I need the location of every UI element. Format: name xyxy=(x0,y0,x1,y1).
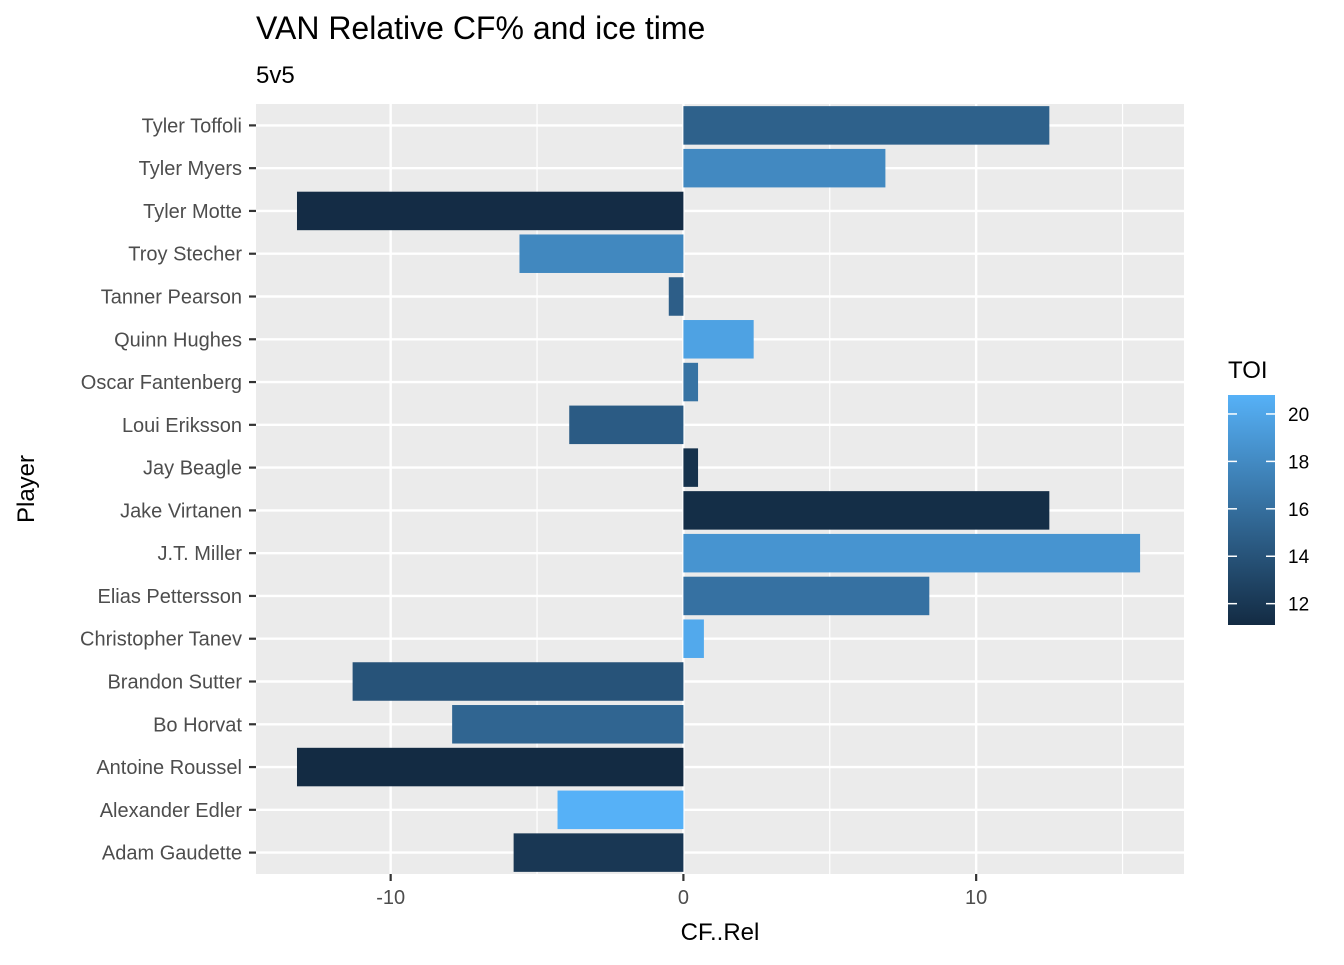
y-tick-label: Troy Stecher xyxy=(128,244,242,266)
legend-tick-label: 14 xyxy=(1288,547,1310,568)
y-tick-label: Oscar Fantenberg xyxy=(81,372,242,394)
y-axis: Tyler Toffoli Tyler Myers Tyler Motte Troy … xyxy=(80,115,256,865)
y-tick-label: Tyler Myers xyxy=(139,158,242,180)
bar-layer xyxy=(296,106,1141,872)
legend-ticks: 12 14 16 18 20 xyxy=(1228,405,1310,616)
bar-tyler-motte xyxy=(296,191,684,231)
bar-adam-gaudette xyxy=(513,833,684,872)
bar-tyler-myers xyxy=(683,148,886,188)
bar-elias-pettersson xyxy=(683,576,930,616)
legend-colorbar xyxy=(1228,395,1275,625)
x-axis: -10 0 10 xyxy=(376,874,987,909)
legend-title: TOI xyxy=(1228,357,1268,384)
y-tick-label: Quinn Hughes xyxy=(114,329,242,351)
y-tick-label: Christopher Tanev xyxy=(80,629,242,651)
bar-tanner-pearson xyxy=(668,277,684,316)
y-axis-title: Player xyxy=(13,455,40,523)
legend-tick-label: 20 xyxy=(1288,405,1309,426)
y-tick-label: Antoine Roussel xyxy=(96,757,242,779)
y-tick-label: Alexander Edler xyxy=(100,800,243,822)
y-tick-label: Brandon Sutter xyxy=(107,672,242,694)
bar-troy-stecher xyxy=(519,234,684,273)
y-tick-label: Jay Beagle xyxy=(143,458,242,480)
bar-tyler-toffoli xyxy=(683,106,1050,145)
x-tick-label: 10 xyxy=(965,887,987,909)
y-tick-label: Bo Horvat xyxy=(153,714,242,736)
bar-j-t-miller xyxy=(683,533,1141,573)
x-tick-label: -10 xyxy=(376,887,405,909)
legend: TOI 12 14 16 18 20 xyxy=(1228,357,1310,625)
y-tick-label: J.T. Miller xyxy=(158,543,243,565)
chart-subtitle: 5v5 xyxy=(256,62,295,89)
bar-oscar-fantenberg xyxy=(683,362,699,402)
y-tick-label: Tyler Toffoli xyxy=(142,115,242,137)
legend-tick-label: 12 xyxy=(1288,595,1309,616)
y-tick-label: Jake Virtanen xyxy=(120,500,242,522)
bar-bo-horvat xyxy=(452,705,684,744)
bar-brandon-sutter xyxy=(352,662,684,701)
y-tick-label: Tyler Motte xyxy=(143,201,242,223)
legend-tick-label: 18 xyxy=(1288,452,1309,473)
bar-jay-beagle xyxy=(683,448,699,487)
chart-title: VAN Relative CF% and ice time xyxy=(256,10,705,46)
x-axis-title: CF..Rel xyxy=(681,919,760,946)
bar-quinn-hughes xyxy=(683,320,754,359)
bar-alexander-edler xyxy=(557,790,684,830)
bar-jake-virtanen xyxy=(683,491,1050,530)
y-tick-label: Adam Gaudette xyxy=(102,843,242,865)
y-tick-label: Loui Eriksson xyxy=(122,415,242,437)
bar-antoine-roussel xyxy=(296,747,684,787)
x-tick-label: 0 xyxy=(678,887,689,909)
plot-panel xyxy=(256,104,1184,874)
bar-loui-eriksson xyxy=(569,405,684,445)
bar-christopher-tanev xyxy=(683,619,704,658)
legend-tick-label: 16 xyxy=(1288,500,1309,521)
y-tick-label: Tanner Pearson xyxy=(101,287,242,309)
y-tick-label: Elias Pettersson xyxy=(97,586,242,608)
